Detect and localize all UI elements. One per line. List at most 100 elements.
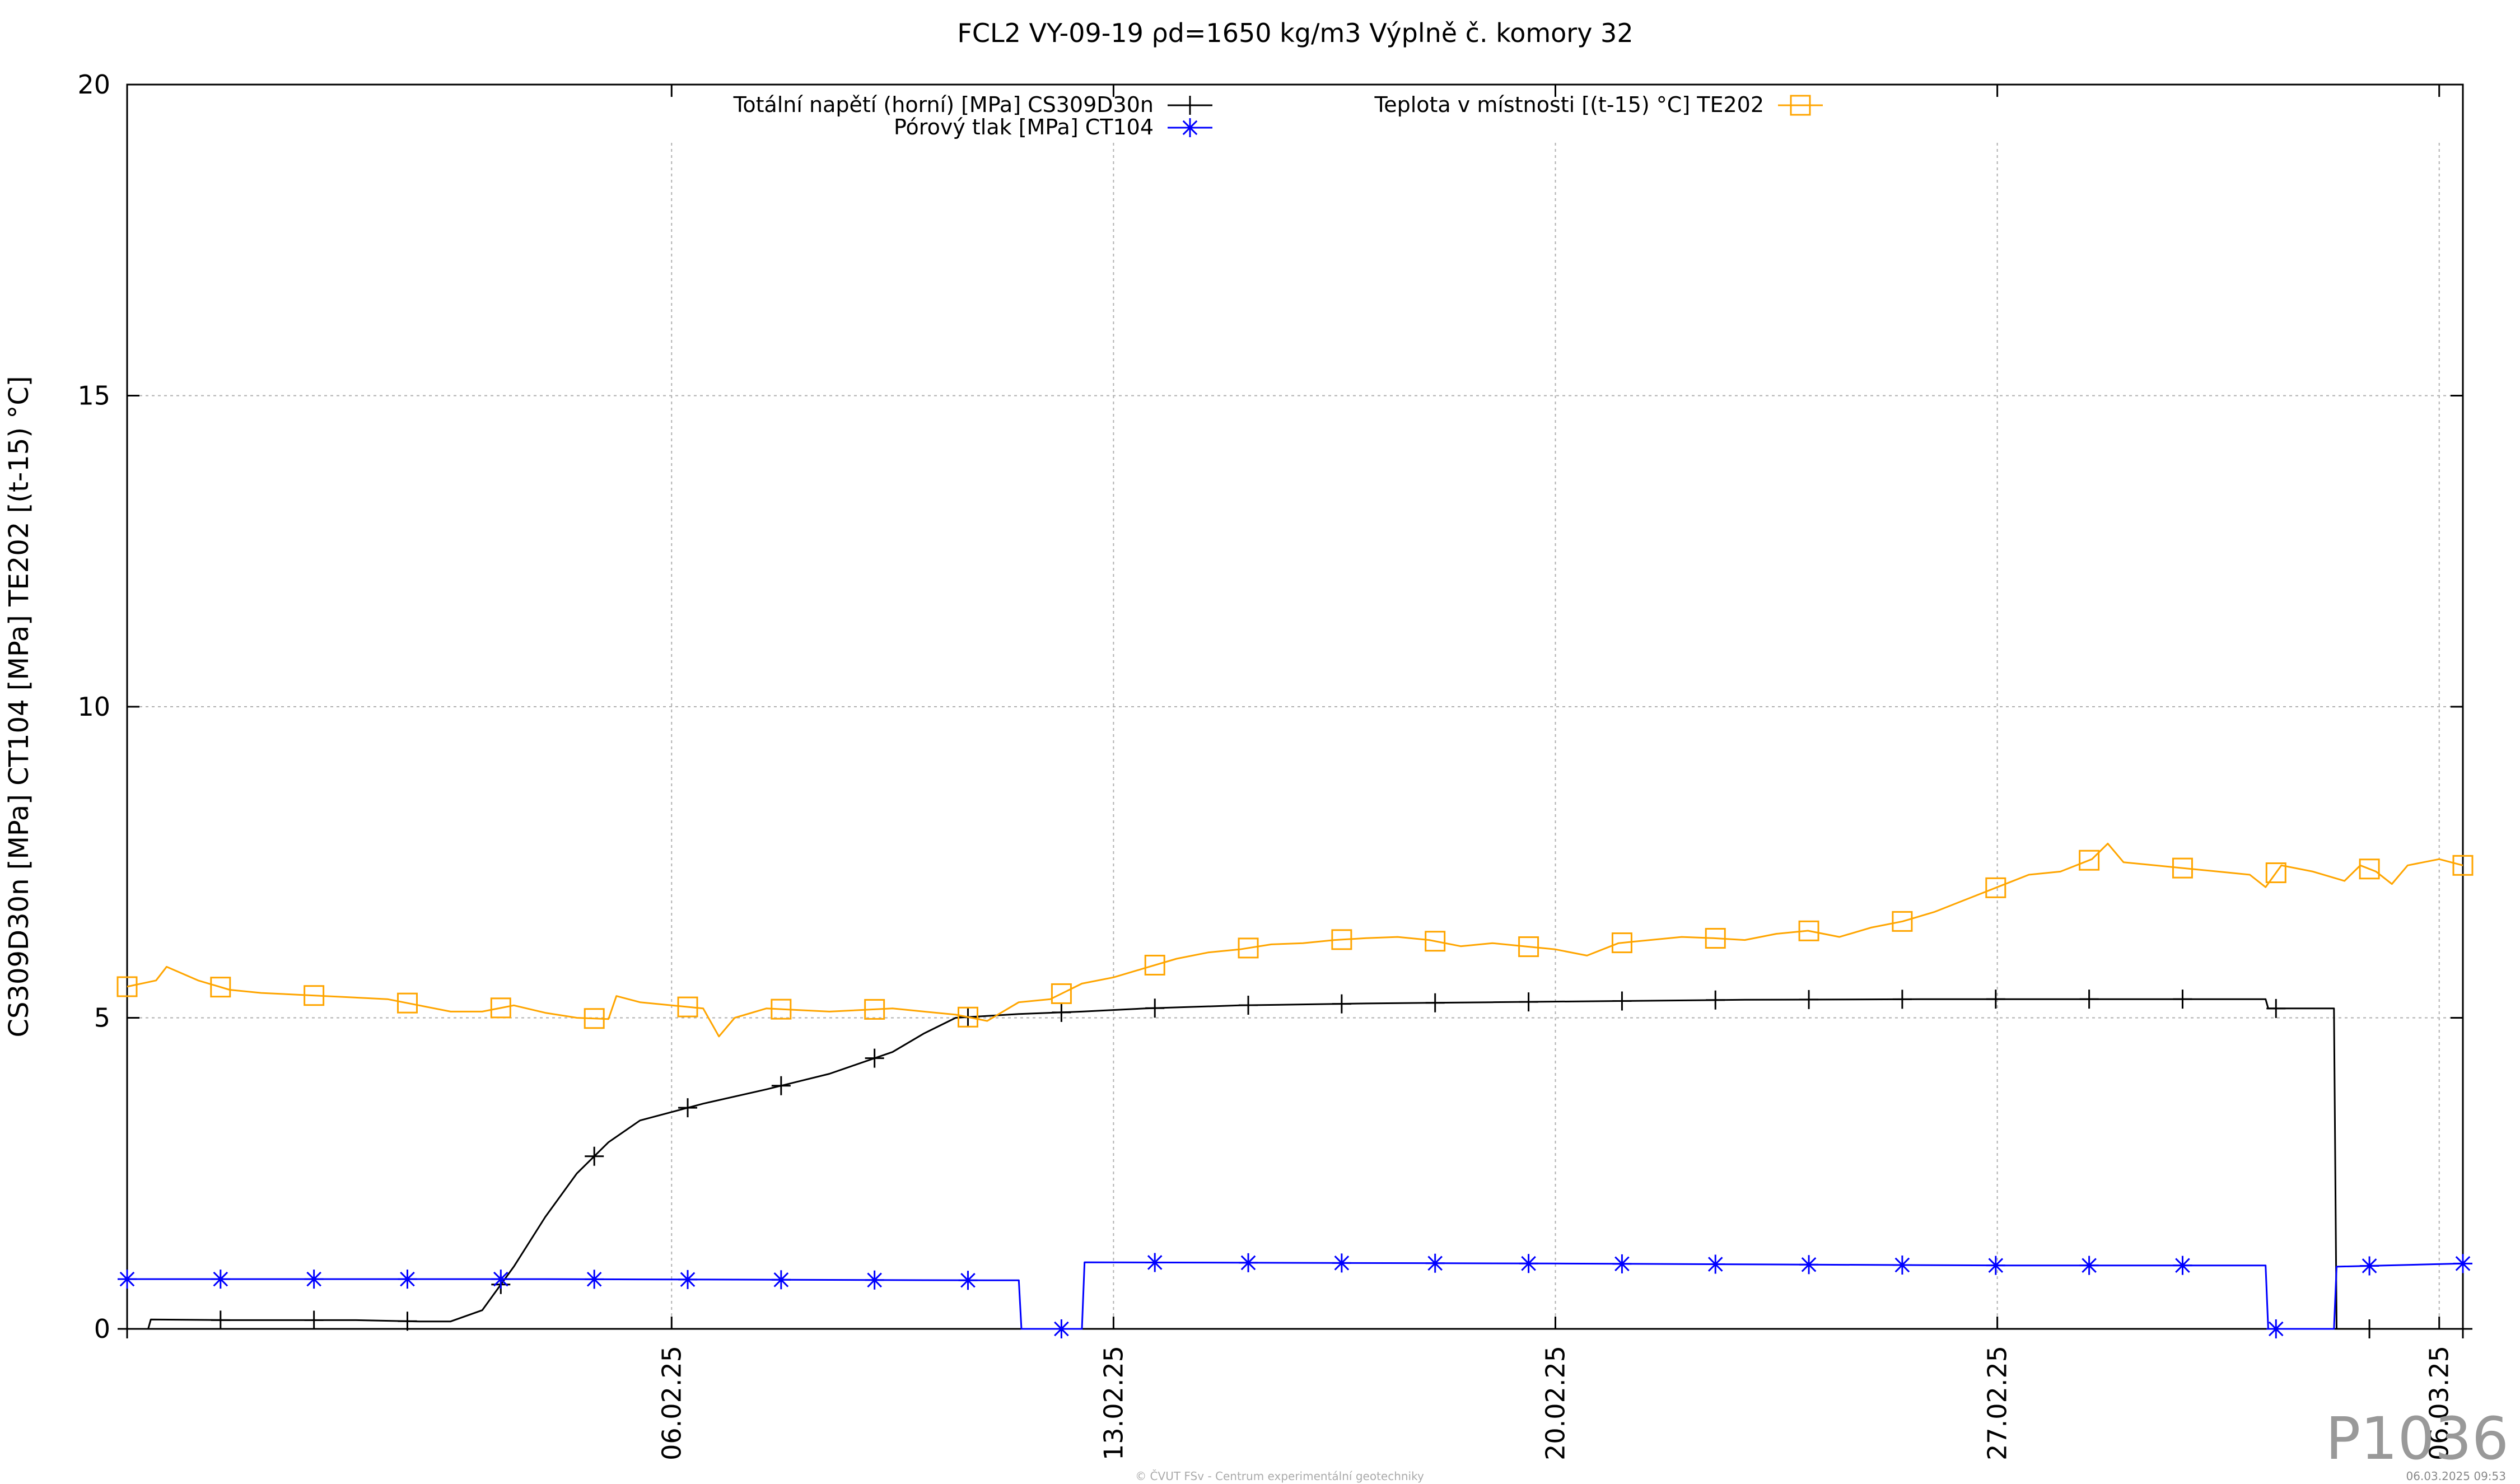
series-line — [127, 842, 2463, 1038]
series-point — [678, 1270, 698, 1289]
legend-entry-3: Teplota v místnosti [(t-15) °C] TE202 — [1374, 92, 1823, 117]
series-point — [771, 998, 792, 1020]
series-point — [1798, 920, 1819, 941]
series-point — [2360, 1319, 2379, 1338]
series-point — [1331, 929, 1352, 950]
series-point — [678, 1098, 698, 1118]
series-layer — [116, 842, 2474, 1338]
series-point — [1239, 996, 1258, 1015]
x-tick-label: 06.03.25 — [2424, 1346, 2454, 1460]
series-3 — [116, 842, 2474, 1038]
series-point — [211, 1310, 230, 1330]
legend-entry-1: Totální napětí (horní) [MPa] CS309D30n — [733, 92, 1212, 117]
series-1 — [118, 990, 2472, 1338]
legend-label: Teplota v místnosti [(t-15) °C] TE202 — [1374, 92, 1764, 117]
grid — [127, 143, 2463, 1329]
y-axis-label: CS309D30n [MPa] CT104 [MPa] TE202 [(t-15… — [3, 376, 35, 1037]
series-point — [1706, 990, 1725, 1010]
series-point — [1518, 936, 1539, 958]
series-point — [2079, 850, 2100, 871]
series-point — [865, 1270, 884, 1290]
series-point — [1052, 1319, 1071, 1338]
series-point — [677, 996, 698, 1018]
legend: Totální napětí (horní) [MPa] CS309D30nPó… — [733, 92, 1823, 139]
series-point — [1519, 992, 1538, 1012]
series-point — [1052, 1002, 1071, 1022]
series-point — [2360, 1256, 2379, 1276]
series-point — [2266, 998, 2286, 1018]
legend-marker — [1180, 96, 1200, 115]
series-point — [1892, 911, 1913, 932]
series-point — [491, 1270, 511, 1289]
series-point — [1425, 993, 1445, 1012]
y-tick-label: 5 — [94, 1003, 110, 1033]
series-point — [211, 1270, 230, 1289]
legend-label: Totální napětí (horní) [MPa] CS309D30n — [733, 92, 1154, 117]
series-point — [1425, 1253, 1445, 1273]
series-point — [1238, 937, 1259, 959]
series-point — [1985, 877, 2006, 898]
series-point — [2173, 1256, 2192, 1275]
series-point — [1799, 990, 1819, 1009]
series-point — [1144, 954, 1165, 976]
y-tick-label: 0 — [94, 1314, 110, 1344]
series-point — [2359, 858, 2380, 880]
series-point — [2079, 1256, 2099, 1275]
corner-label: P1036 — [2326, 1404, 2509, 1473]
series-point — [2265, 862, 2286, 884]
series-point — [2452, 855, 2474, 876]
y-tick-label: 15 — [77, 381, 110, 411]
x-tick-label: 27.02.25 — [1982, 1346, 2013, 1460]
series-line — [127, 1261, 2463, 1330]
series-point — [1612, 1254, 1632, 1273]
series-point — [118, 1270, 137, 1289]
series-point — [116, 976, 138, 997]
series-point — [585, 1270, 604, 1289]
series-point — [1332, 1253, 1351, 1273]
series-point — [1611, 932, 1632, 954]
series-point — [1986, 1256, 2005, 1275]
series-point — [1425, 931, 1446, 952]
series-point — [2453, 1254, 2472, 1273]
series-point — [958, 1271, 978, 1290]
y-tick-label: 10 — [77, 692, 110, 722]
chart-title: FCL2 VY-09-19 ρd=1650 kg/m3 Výplně č. ko… — [957, 18, 1633, 48]
x-tick-label: 13.02.25 — [1098, 1346, 1128, 1460]
series-point — [1892, 1255, 1912, 1275]
legend-label: Pórový tlak [MPa] CT104 — [894, 115, 1154, 139]
legend-marker — [1180, 118, 1200, 137]
axis-ticks: 0 5 10 15 20 06.02.25 13.02.25 20.02.25 27.02.25… — [77, 69, 2463, 1460]
series-point — [771, 1076, 791, 1095]
x-tick-label: 20.02.25 — [1541, 1346, 1571, 1460]
series-point — [1986, 990, 2005, 1009]
series-point — [304, 1310, 324, 1330]
series-point — [1051, 983, 1072, 1004]
series-point — [304, 1270, 324, 1289]
series-2 — [118, 1253, 2472, 1338]
series-point — [585, 1146, 604, 1166]
footer-timestamp: 06.03.2025 09:53 — [2406, 1469, 2506, 1483]
series-point — [2266, 1319, 2286, 1338]
series-point — [2173, 990, 2192, 1009]
series-point — [398, 1270, 417, 1289]
series-point — [396, 992, 418, 1014]
series-point — [1706, 1254, 1725, 1274]
series-point — [957, 1006, 978, 1028]
series-point — [1332, 994, 1351, 1014]
x-tick-label: 06.02.25 — [656, 1346, 687, 1460]
series-point — [1145, 998, 1165, 1018]
series-point — [1799, 1255, 1819, 1275]
series-point — [490, 997, 511, 1019]
series-point — [584, 1008, 605, 1029]
series-line — [127, 998, 2463, 1330]
series-point — [1612, 991, 1632, 1011]
series-point — [865, 1048, 884, 1068]
series-point — [1145, 1253, 1165, 1272]
legend-marker — [1790, 95, 1811, 116]
series-point — [1519, 1254, 1538, 1273]
series-point — [864, 998, 885, 1020]
series-point — [398, 1312, 417, 1331]
footer-credit: © ČVUT FSv - Centrum experimentální geot… — [1135, 1469, 1424, 1483]
series-point — [771, 1270, 791, 1290]
